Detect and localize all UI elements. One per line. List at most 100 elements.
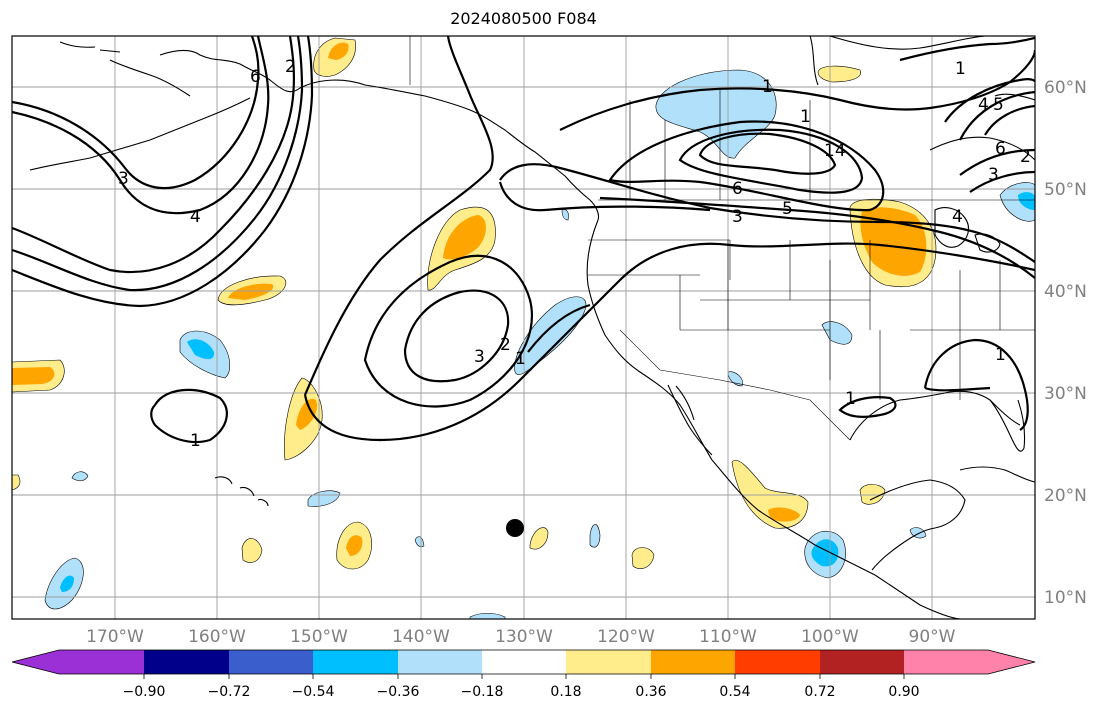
map-title: 2024080500 F084	[450, 9, 597, 28]
colorbar-label: −0.72	[208, 684, 251, 700]
fill-sub-blue-5	[727, 371, 743, 387]
colorbar-segment	[398, 650, 482, 674]
contour-label: 4	[978, 95, 989, 115]
lon-label: 110°W	[699, 627, 757, 647]
fill-sub-yellow-4	[631, 547, 655, 569]
contour-label: 2	[285, 57, 296, 77]
contour-label: 6	[732, 179, 743, 199]
colorbar-label: 0.72	[804, 684, 835, 700]
contours	[12, 36, 1035, 444]
fill-sub-yellow-2	[241, 538, 263, 563]
fill-sub-cyan-2	[60, 575, 74, 592]
mexico-coast	[711, 459, 961, 619]
fill-pac-cyan-1	[187, 339, 215, 360]
contour-canada-6	[608, 120, 885, 212]
contour-canada-5	[599, 196, 1035, 279]
coastlines	[29, 36, 1035, 619]
alaska-coast	[159, 49, 600, 221]
cuba	[959, 466, 1035, 483]
latitude-labels: 60°N 50°N 40°N 30°N 20°N 10°N	[1044, 78, 1087, 608]
contour-bc-3	[499, 163, 1035, 263]
contour-aleut-3	[12, 36, 270, 215]
contour-label: 1	[800, 107, 811, 127]
contour-pac-2	[303, 36, 1035, 442]
lat-label: 40°N	[1044, 282, 1087, 302]
contour-label: 2	[500, 335, 511, 355]
contour-label: 6	[995, 139, 1006, 159]
map-background	[12, 36, 1035, 619]
fill-alaska-orange	[328, 42, 349, 60]
hawaii	[214, 476, 269, 507]
fill-sub-orange-1	[346, 535, 363, 556]
colorbar-segment	[482, 650, 566, 674]
contour-ne-6	[984, 104, 1035, 136]
aleutians	[29, 97, 251, 171]
colorbar-label: −0.54	[292, 684, 335, 700]
bering-islands	[59, 41, 121, 53]
contour-aleut-6	[12, 36, 314, 308]
fill-pac-orange-2	[296, 398, 318, 430]
borders	[409, 36, 1035, 441]
lon-label: 90°W	[909, 627, 956, 647]
contour-label: 4	[190, 207, 201, 227]
yucatan	[869, 479, 966, 571]
fill-sub-yellow-3	[529, 527, 549, 550]
colorbar-ticks	[143, 674, 905, 679]
colorbar-segment	[313, 650, 398, 674]
contour-ca-1	[527, 303, 591, 353]
fill-sub-blue-6	[909, 527, 927, 539]
contour-label: 1	[515, 349, 526, 369]
map-frame	[11, 35, 1036, 620]
hudson-bay	[809, 36, 986, 86]
contour-ne-2	[969, 170, 1035, 193]
contour-subtrop-1	[150, 388, 228, 444]
colorbar-outline	[11, 649, 1036, 675]
contour-aleut-4	[12, 36, 296, 274]
colorbar-segment	[229, 650, 313, 674]
contour-label: 5	[993, 95, 1004, 115]
us-west-coast	[586, 219, 713, 461]
colorbar-label: 0.18	[550, 684, 581, 700]
colorbar-segment	[735, 650, 820, 674]
contour-bc-4	[498, 181, 711, 212]
lon-label: 140°W	[392, 627, 450, 647]
fill-pac-orange-1	[228, 283, 274, 300]
contour-hudson-1	[899, 36, 1035, 62]
colorbar-labels: −0.90 −0.72 −0.54 −0.36 −0.18 0.18 0.36 …	[123, 684, 920, 700]
gulf-coast	[849, 390, 1021, 441]
colorbar-label: −0.36	[377, 684, 420, 700]
florida	[989, 399, 1026, 452]
contour-gulf-1	[838, 396, 897, 418]
contour-label: 5	[782, 199, 793, 219]
contour-label: 1	[955, 59, 966, 79]
colorbar-extend-high	[988, 650, 1035, 674]
contour-pac-35	[403, 289, 510, 383]
colorbar-extend-low	[12, 650, 59, 674]
colorbar	[11, 649, 1036, 675]
contour-label-group: 1 2 3 4 5 6 14 1 1 1 2 3 1 1 3 5 6 4 3 2…	[118, 57, 1031, 451]
contour-label: 14	[824, 141, 846, 161]
contour-ne-5	[944, 78, 1035, 123]
contour-pac-3	[363, 254, 533, 408]
lon-label: 160°W	[188, 627, 246, 647]
fill-hudson-yellow	[817, 65, 861, 83]
colorbar-label: −0.90	[123, 684, 166, 700]
lat-label: 30°N	[1044, 384, 1087, 404]
fill-sub-blue-3	[71, 471, 89, 482]
east-canada	[929, 93, 1035, 161]
lon-label: 100°W	[801, 627, 859, 647]
contour-label: 1	[845, 389, 856, 409]
baja	[667, 384, 713, 456]
contour-label: 3	[474, 347, 485, 367]
lat-label: 10°N	[1044, 588, 1087, 608]
lat-label: 50°N	[1044, 180, 1087, 200]
fill-sub-blue-4	[414, 536, 425, 548]
contour-label: 3	[988, 165, 999, 185]
lon-label: 170°W	[86, 627, 144, 647]
fill-gulf-mex-yellow	[859, 484, 886, 505]
contour-label: 6	[250, 67, 261, 87]
fill-tiny-blue	[561, 209, 569, 221]
colorbar-segment	[904, 650, 988, 674]
contour-aleut-5	[12, 36, 304, 292]
